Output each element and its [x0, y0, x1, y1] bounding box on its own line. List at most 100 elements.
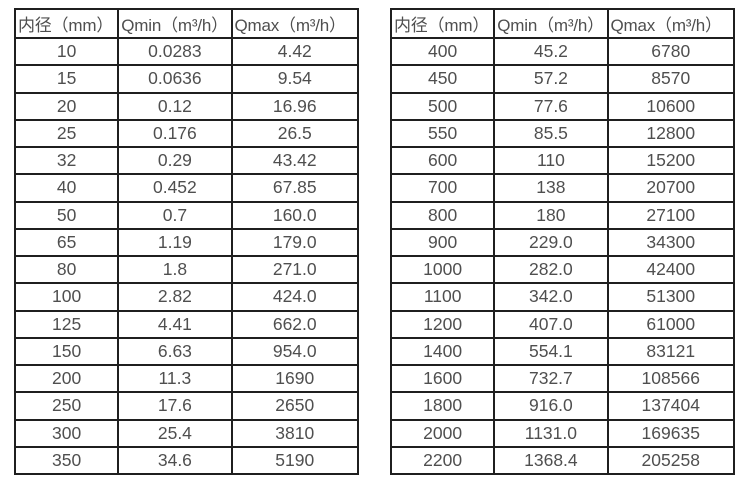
- table-cell: 160.0: [230, 200, 359, 230]
- table-cell: 300: [13, 418, 120, 448]
- table-cell: 108566: [606, 363, 735, 394]
- table-cell: 916.0: [493, 391, 609, 421]
- table-cell: 205258: [606, 445, 735, 476]
- table-row: 150 6.63 954.0: [13, 336, 359, 367]
- table-cell: 34.6: [117, 445, 233, 476]
- header-row: 内径（mm） Qmin（m³/h） Qmax（m³/h）: [389, 8, 735, 39]
- table-cell: 26.5: [230, 118, 359, 149]
- table-row: 1800 916.0 137404: [389, 391, 735, 421]
- table-cell: 16.96: [230, 91, 359, 121]
- table-cell: 40: [13, 173, 120, 203]
- table-cell: 57.2: [493, 64, 609, 94]
- table-cell: 77.6: [493, 91, 609, 121]
- table-row: 1600 732.7 108566: [389, 363, 735, 394]
- table-row: 15 0.0636 9.54: [13, 64, 359, 94]
- table-row: 400 45.2 6780: [389, 36, 735, 67]
- table-cell: 2200: [389, 445, 496, 476]
- table-row: 32 0.29 43.42: [13, 145, 359, 176]
- table-cell: 17.6: [117, 391, 233, 421]
- table-cell: 4.42: [230, 36, 359, 67]
- table-row: 450 57.2 8570: [389, 64, 735, 94]
- table-cell: 0.0283: [117, 36, 233, 67]
- table-row: 20 0.12 16.96: [13, 91, 359, 121]
- column-header: Qmax（m³/h）: [606, 8, 735, 39]
- table-row: 25 0.176 26.5: [13, 118, 359, 149]
- table-cell: 43.42: [230, 145, 359, 176]
- table-cell: 15: [13, 64, 120, 94]
- table-cell: 27100: [606, 200, 735, 230]
- table-row: 2200 1368.4 205258: [389, 445, 735, 476]
- column-header: Qmin（m³/h）: [493, 8, 609, 39]
- table-cell: 65: [13, 227, 120, 258]
- column-header: Qmin（m³/h）: [117, 8, 233, 39]
- table-cell: 407.0: [493, 309, 609, 339]
- table-row: 1100 342.0 51300: [389, 282, 735, 312]
- table-cell: 32: [13, 145, 120, 176]
- table-cell: 20700: [606, 173, 735, 203]
- table-cell: 700: [389, 173, 496, 203]
- flow-table-large-diameters: 内径（mm） Qmin（m³/h） Qmax（m³/h） 400 45.2 6780 450…: [389, 8, 735, 476]
- table-cell: 732.7: [493, 363, 609, 394]
- table-cell: 350: [13, 445, 120, 476]
- table-cell: 180: [493, 200, 609, 230]
- table-cell: 45.2: [493, 36, 609, 67]
- table-cell: 138: [493, 173, 609, 203]
- table-cell: 1800: [389, 391, 496, 421]
- table-cell: 600: [389, 145, 496, 176]
- table-cell: 271.0: [230, 254, 359, 285]
- table-row: 600 110 15200: [389, 145, 735, 176]
- table-row: 350 34.6 5190: [13, 445, 359, 476]
- table-cell: 20: [13, 91, 120, 121]
- table-row: 125 4.41 662.0: [13, 309, 359, 339]
- table-cell: 25.4: [117, 418, 233, 448]
- table-cell: 4.41: [117, 309, 233, 339]
- table-cell: 10: [13, 36, 120, 67]
- table-cell: 42400: [606, 254, 735, 285]
- header-row: 内径（mm） Qmin（m³/h） Qmax（m³/h）: [13, 8, 359, 39]
- table-cell: 342.0: [493, 282, 609, 312]
- table-cell: 179.0: [230, 227, 359, 258]
- table-cell: 1368.4: [493, 445, 609, 476]
- table-row: 1400 554.1 83121: [389, 336, 735, 367]
- table-cell: 110: [493, 145, 609, 176]
- table-cell: 500: [389, 91, 496, 121]
- table-cell: 5190: [230, 445, 359, 476]
- table-row: 65 1.19 179.0: [13, 227, 359, 258]
- table-cell: 2650: [230, 391, 359, 421]
- table-cell: 1000: [389, 254, 496, 285]
- table-cell: 137404: [606, 391, 735, 421]
- table-cell: 0.176: [117, 118, 233, 149]
- table-cell: 10600: [606, 91, 735, 121]
- table-cell: 424.0: [230, 282, 359, 312]
- table-cell: 9.54: [230, 64, 359, 94]
- table-cell: 0.7: [117, 200, 233, 230]
- table-cell: 2.82: [117, 282, 233, 312]
- table-cell: 0.0636: [117, 64, 233, 94]
- table-cell: 229.0: [493, 227, 609, 258]
- table-row: 2000 1131.0 169635: [389, 418, 735, 448]
- table-cell: 6780: [606, 36, 735, 67]
- table-cell: 1.19: [117, 227, 233, 258]
- table-row: 100 2.82 424.0: [13, 282, 359, 312]
- table-cell: 0.452: [117, 173, 233, 203]
- table-cell: 125: [13, 309, 120, 339]
- table-cell: 1200: [389, 309, 496, 339]
- table-cell: 85.5: [493, 118, 609, 149]
- table-cell: 67.85: [230, 173, 359, 203]
- table-row: 500 77.6 10600: [389, 91, 735, 121]
- table-cell: 25: [13, 118, 120, 149]
- table-cell: 0.12: [117, 91, 233, 121]
- table-cell: 15200: [606, 145, 735, 176]
- table-row: 700 138 20700: [389, 173, 735, 203]
- flow-table-small-diameters: 内径（mm） Qmin（m³/h） Qmax（m³/h） 10 0.0283 4.42 15…: [13, 8, 359, 476]
- table-cell: 11.3: [117, 363, 233, 394]
- table-cell: 80: [13, 254, 120, 285]
- table-row: 10 0.0283 4.42: [13, 36, 359, 67]
- table-row: 40 0.452 67.85: [13, 173, 359, 203]
- table-cell: 400: [389, 36, 496, 67]
- table-cell: 282.0: [493, 254, 609, 285]
- table-cell: 554.1: [493, 336, 609, 367]
- table-cell: 250: [13, 391, 120, 421]
- table-cell: 61000: [606, 309, 735, 339]
- table-row: 300 25.4 3810: [13, 418, 359, 448]
